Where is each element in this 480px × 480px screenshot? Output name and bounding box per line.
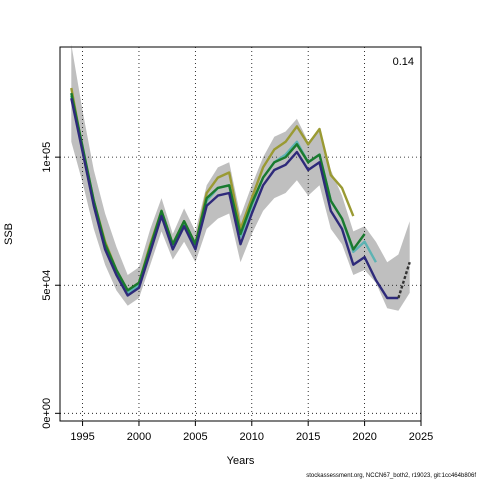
- plot-frame: [59, 46, 422, 422]
- x-tick-label: 2010: [240, 431, 264, 443]
- x-tick-label: 2015: [296, 431, 320, 443]
- y-tick-label: 1e+05: [41, 142, 53, 173]
- x-tick-label: 2000: [127, 431, 151, 443]
- x-tick-label: 1995: [70, 431, 94, 443]
- x-tick-label: 2025: [409, 431, 433, 443]
- x-tick-label: 2020: [352, 431, 376, 443]
- x-tick-label: 2005: [183, 431, 207, 443]
- series-line-5: [397, 261, 411, 299]
- series-line-3: [70, 92, 366, 292]
- y-tick-label: 0e+00: [41, 398, 53, 429]
- corner-label: 0.14: [393, 56, 414, 68]
- source-caption: stockassessment.org, NCCN67_both2, r1902…: [306, 473, 476, 479]
- confidence-band: [71, 44, 410, 311]
- y-tick-label: 5e+04: [41, 270, 53, 301]
- x-axis-title: Years: [227, 455, 255, 467]
- y-axis-title: SSB: [3, 223, 15, 245]
- series-line-4: [70, 97, 399, 300]
